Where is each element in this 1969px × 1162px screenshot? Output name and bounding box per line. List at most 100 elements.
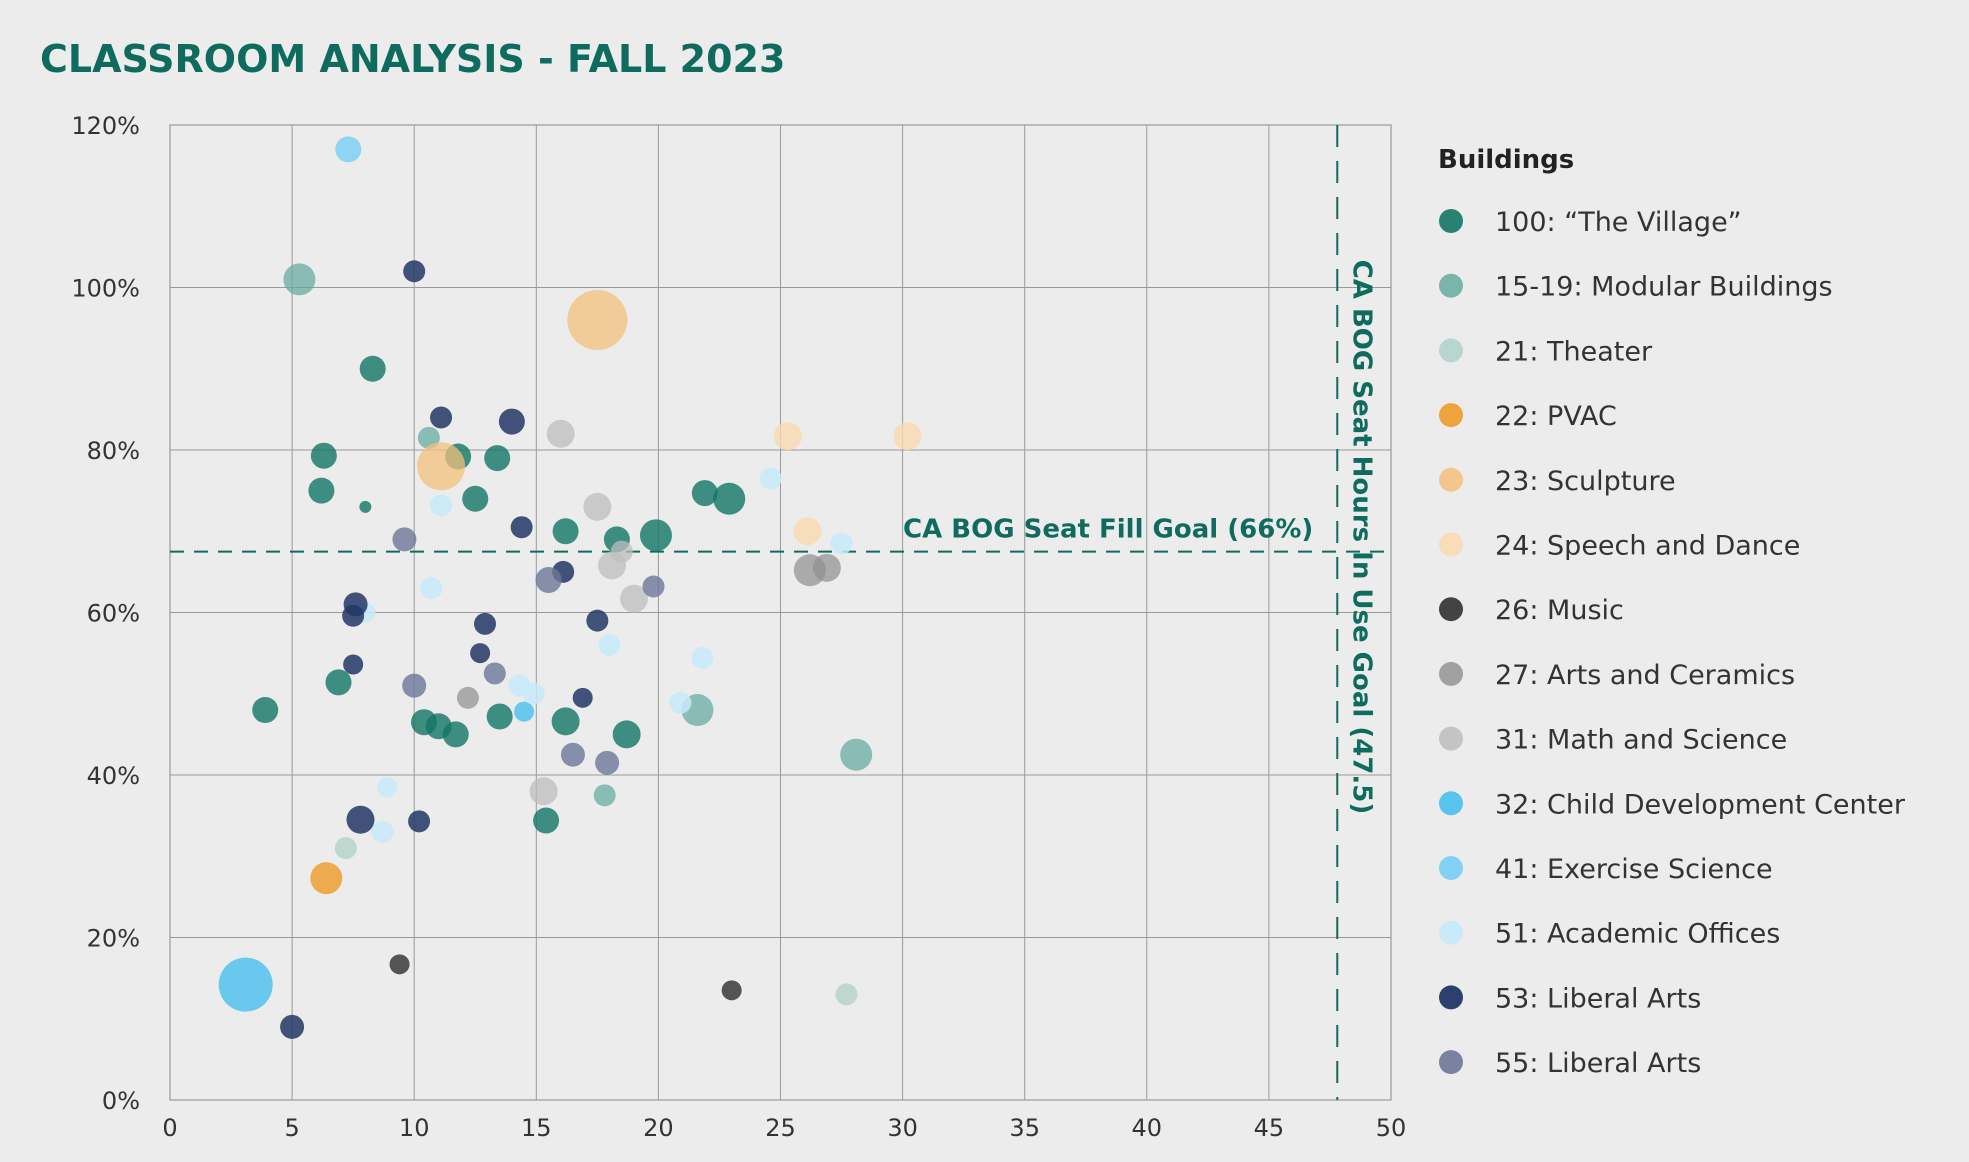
x-tick-label: 15	[521, 1114, 552, 1142]
x-tick-label: 25	[765, 1114, 796, 1142]
y-tick-label: 40%	[87, 762, 140, 790]
seat-fill-goal-label: CA BOG Seat Fill Goal (66%)	[903, 515, 1313, 545]
data-point	[619, 584, 648, 613]
legend-marker	[1439, 661, 1463, 686]
legend-label: 100: “The Village”	[1495, 207, 1742, 238]
data-point	[420, 577, 443, 600]
x-tick-label: 30	[887, 1114, 918, 1142]
seat-hours-goal-label: CA BOG Seat Hours In Use Goal (47.5)	[1346, 260, 1376, 815]
legend-marker	[1439, 532, 1463, 557]
data-point	[691, 480, 718, 507]
data-point	[308, 477, 335, 504]
x-tick-label: 0	[162, 1114, 177, 1142]
x-tick-label: 35	[1009, 1114, 1040, 1142]
data-point	[691, 647, 714, 669]
data-point	[359, 500, 372, 513]
legend-marker	[1439, 856, 1463, 880]
data-point	[442, 721, 469, 748]
data-point	[371, 820, 394, 843]
data-point	[812, 553, 841, 582]
data-point	[759, 467, 782, 490]
legend-label: 23: Sculpture	[1495, 466, 1676, 497]
legend-label: 31: Math and Science	[1495, 725, 1787, 756]
data-point	[392, 527, 417, 552]
data-point	[533, 807, 560, 834]
x-tick-label: 10	[399, 1114, 430, 1142]
y-tick-label: 100%	[71, 275, 140, 303]
data-point	[430, 406, 453, 429]
data-point	[639, 519, 672, 552]
data-point	[498, 408, 525, 435]
x-tick-label: 45	[1254, 1114, 1285, 1142]
x-tick-label: 50	[1376, 1114, 1407, 1142]
data-point	[830, 532, 853, 555]
legend-label: 41: Exercise Science	[1495, 854, 1773, 885]
legend-label: 21: Theater	[1495, 336, 1653, 367]
legend-marker	[1439, 726, 1463, 751]
y-tick-label: 120%	[71, 112, 140, 140]
y-tick-label: 20%	[87, 925, 140, 953]
data-points	[218, 136, 922, 1039]
data-point	[483, 662, 506, 685]
data-point	[522, 682, 545, 705]
legend-title: Buildings	[1438, 145, 1574, 175]
data-point	[595, 750, 620, 775]
legend-label: 51: Academic Offices	[1495, 919, 1780, 950]
data-point	[669, 691, 692, 714]
legend-marker	[1439, 338, 1463, 363]
data-point	[552, 518, 579, 545]
data-point	[546, 419, 575, 448]
data-point	[334, 837, 357, 860]
data-point	[346, 805, 375, 834]
data-point	[280, 1014, 305, 1039]
data-point	[474, 612, 497, 635]
data-point	[612, 720, 641, 749]
data-point	[560, 742, 585, 767]
data-point	[310, 442, 337, 469]
data-point	[389, 954, 410, 975]
legend-marker	[1439, 209, 1463, 233]
data-point	[583, 492, 612, 521]
y-tick-label: 60%	[87, 600, 140, 628]
data-point	[417, 442, 466, 491]
data-point	[610, 540, 633, 563]
reference-lines: CA BOG Seat Fill Goal (66%) CA BOG Seat H…	[170, 125, 1391, 1100]
legend-marker	[1439, 403, 1463, 428]
gridlines	[169, 124, 1392, 1101]
legend-marker	[1439, 920, 1463, 945]
x-tick-label: 40	[1132, 1114, 1163, 1142]
legend-marker	[1439, 273, 1463, 298]
legend: Buildings 100: “The Village” 15-19: Modul…	[1438, 145, 1906, 1079]
data-point	[218, 957, 273, 1012]
legend-label: 15-19: Modular Buildings	[1495, 272, 1833, 303]
data-point	[721, 980, 742, 1001]
data-point	[377, 777, 398, 798]
data-point	[713, 482, 746, 515]
data-point	[572, 687, 593, 708]
data-point	[529, 777, 558, 806]
data-point	[840, 738, 873, 771]
data-point	[462, 485, 489, 512]
data-point	[793, 517, 822, 546]
data-point	[514, 701, 535, 722]
data-point	[342, 604, 365, 627]
data-point	[510, 516, 533, 539]
data-point	[535, 567, 562, 593]
chart-title: CLASSROOM ANALYSIS - FALL 2023	[40, 37, 785, 81]
legend-label: 53: Liberal Arts	[1495, 983, 1701, 1014]
data-point	[408, 810, 431, 833]
data-point	[343, 654, 364, 675]
data-point	[773, 422, 802, 451]
legend-label: 32: Child Development Center	[1495, 789, 1906, 820]
data-point	[402, 673, 427, 698]
data-point	[430, 494, 453, 517]
data-point	[470, 643, 491, 664]
data-point	[586, 609, 609, 632]
data-point	[359, 355, 386, 382]
data-point	[310, 862, 343, 895]
legend-label: 27: Arts and Ceramics	[1495, 660, 1795, 691]
data-point	[486, 703, 513, 730]
data-point	[593, 784, 616, 807]
